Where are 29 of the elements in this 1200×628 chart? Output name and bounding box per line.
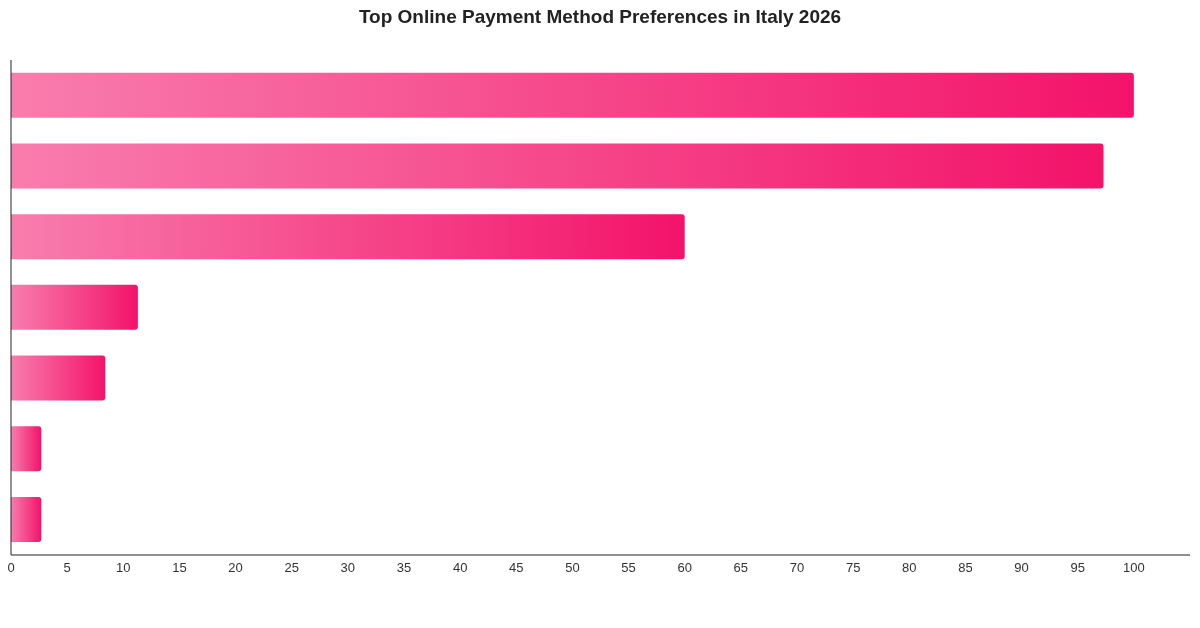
x-tick-label: 25 [284,560,299,576]
x-tick-label: 75 [845,560,861,576]
bar [11,497,42,543]
bar [11,214,685,260]
x-tick-label: 10 [116,560,131,576]
x-tick-label: 100 [1123,560,1145,576]
chart-title: Top Online Payment Method Preferences in Italy 2026 [357,6,843,28]
x-tick-label: 65 [733,560,749,576]
x-tick-label: 85 [958,560,973,576]
bar [11,143,1104,189]
x-tick-label: 0 [7,560,15,576]
bar [11,426,42,472]
x-tick-label: 50 [565,560,580,576]
bar [11,284,138,330]
x-tick-label: 30 [340,560,356,576]
x-tick-label: 5 [63,560,71,576]
x-tick-label: 45 [509,560,524,576]
bar [11,355,106,401]
x-tick-label: 40 [452,560,468,576]
x-tick-label: 35 [396,560,412,576]
x-tick-label: 60 [677,560,692,576]
x-tick-label: 20 [228,560,243,576]
x-tick-label: 95 [1070,560,1085,576]
x-tick-label: 15 [172,560,187,576]
bar [11,72,1134,118]
x-tick-label: 80 [902,560,917,576]
x-tick-label: 55 [621,560,636,576]
x-tick-label: 90 [1014,560,1029,576]
x-tick-label: 70 [789,560,805,576]
